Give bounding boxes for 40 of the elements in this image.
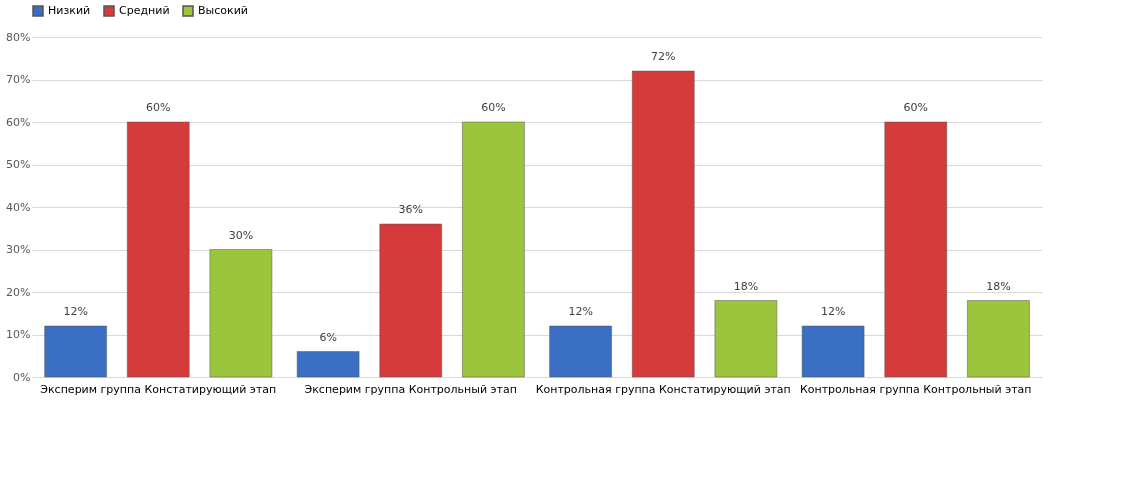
- bar: [632, 70, 695, 378]
- y-tick-label: 30%: [6, 243, 31, 256]
- data-label: 12%: [820, 305, 846, 318]
- data-label: 36%: [398, 203, 423, 216]
- bar: [462, 121, 525, 378]
- data-label: 18%: [733, 279, 759, 293]
- legend-label: Средний: [119, 4, 170, 17]
- bar: [209, 249, 273, 378]
- x-tick-label: Контрольная группа Контрольный этап: [799, 382, 1032, 396]
- data-label: 12%: [568, 305, 593, 318]
- bar: [549, 325, 612, 378]
- data-label: 60%: [903, 101, 928, 114]
- data-label: 60%: [481, 101, 506, 114]
- y-tick-label: 10%: [6, 328, 31, 341]
- legend-label: Низкий: [48, 4, 91, 17]
- x-tick-label: Контрольная группа Констатирующий этап: [535, 382, 791, 396]
- data-label: 6%: [319, 330, 337, 344]
- y-tick-label: 80%: [6, 30, 31, 44]
- bar: [967, 300, 1030, 378]
- bar: [44, 325, 107, 378]
- bar: [296, 351, 360, 378]
- data-label: 30%: [228, 228, 254, 242]
- data-label: 72%: [651, 50, 676, 63]
- data-label: 12%: [63, 305, 88, 318]
- x-tick-label: Эксперим группа Контрольный этап: [304, 382, 517, 396]
- y-tick-label: 0%: [13, 370, 31, 384]
- legend-label: Высокий: [198, 4, 248, 17]
- data-label: 18%: [986, 279, 1011, 293]
- y-tick-label: 40%: [6, 200, 31, 214]
- bar: [379, 223, 442, 378]
- bar: [127, 121, 190, 378]
- y-tick-label: 70%: [6, 73, 31, 86]
- y-tick-label: 50%: [6, 158, 31, 171]
- y-tick-label: 20%: [6, 285, 31, 299]
- y-tick-label: 60%: [6, 115, 31, 129]
- x-tick-label: Эксперим группа Констатирующий этап: [40, 382, 277, 396]
- bar: [714, 300, 778, 378]
- bar: [801, 325, 865, 378]
- bar: [884, 121, 947, 378]
- data-label: 60%: [146, 101, 171, 114]
